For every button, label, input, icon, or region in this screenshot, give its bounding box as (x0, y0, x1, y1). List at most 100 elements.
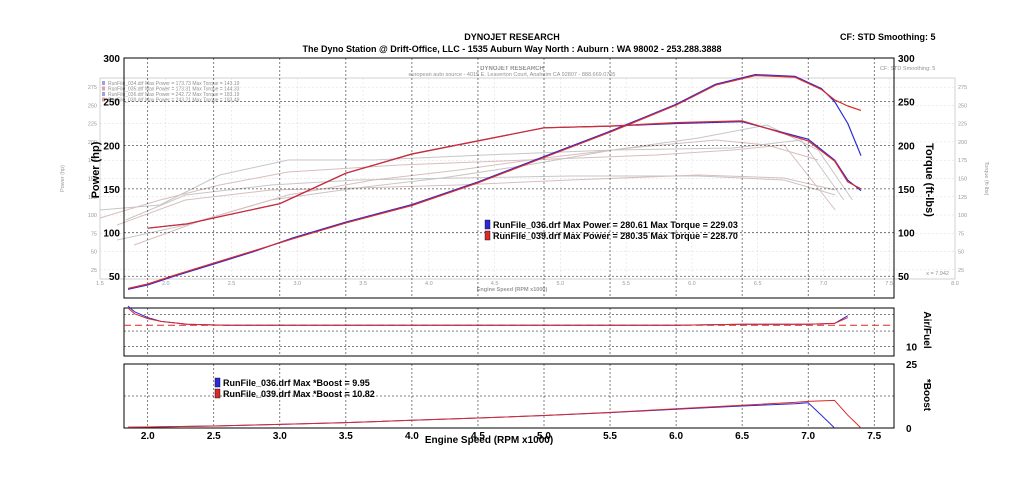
ghost-legend-entry: RunFile_036.drf Max Power = 242.72 Max T… (108, 92, 240, 98)
ghost-torque-axis-label: Torque (ft-lbs) (983, 162, 989, 196)
panel-frame (123, 57, 895, 299)
main-legend-swatch (484, 219, 491, 230)
ghost-settings: CF: STD Smoothing: 5 (880, 66, 935, 72)
ghost-curve (99, 139, 845, 211)
boost-x-tick-label: 7.0 (801, 431, 815, 442)
panel-frame (123, 307, 895, 357)
main-legend-entry: RunFile_039.drf Max Power = 280.35 Max T… (493, 231, 738, 241)
boost-legend-swatch (214, 388, 221, 399)
boost-y-tick-label: 25 (906, 360, 918, 371)
runfile-039-drf-power-line (127, 74, 862, 289)
ghost-x-tick-label: 7.0 (820, 281, 828, 287)
ghost-y-tick-label-right: 175 (958, 158, 967, 164)
runfile-036-drf-boost-line (127, 402, 835, 429)
ghost-legend-swatch (102, 92, 105, 96)
ghost-cursor-readout: x = 7.942 (926, 271, 949, 277)
ghost-x-tick-label: 5.0 (557, 281, 565, 287)
ghost-y-tick-label: 200 (88, 140, 97, 146)
torque-y-tick-label: 100 (898, 229, 915, 240)
chart-marks (124, 74, 894, 429)
boost-x-tick-label: 6.5 (735, 431, 749, 442)
ghost-y-tick-label-right: 125 (958, 195, 967, 201)
ghost-y-tick-label: 175 (88, 158, 97, 164)
boost-legend-entry: RunFile_036.drf Max *Boost = 9.95 (223, 378, 370, 388)
ghost-power-axis-label: Power (hp) (60, 165, 66, 192)
ghost-x-tick-label: 3.5 (359, 281, 367, 287)
ghost-y-tick-label-right: 25 (958, 268, 964, 274)
boost-x-tick-label: 4.5 (471, 431, 485, 442)
ghost-y-tick-label-right: 150 (958, 177, 967, 183)
ghost-legend-swatch (102, 81, 105, 85)
ghost-y-tick-label: 25 (91, 268, 97, 274)
ghost-x-tick-label: 8.0 (951, 281, 959, 287)
ghost-x-tick-label: 7.5 (885, 281, 893, 287)
chart-panels (123, 57, 895, 429)
runfile-036-drf-air-fuel-line (127, 305, 849, 326)
ghost-y-tick-label-right: 100 (958, 213, 967, 219)
runfile-036-drf-power-line (127, 74, 862, 290)
afr-y-tick-label: 10 (906, 342, 918, 353)
power-y-tick-label: 50 (109, 272, 121, 283)
boost-x-tick-label: 7.5 (867, 431, 881, 442)
ghost-y-tick-label: 50 (91, 250, 97, 256)
power-y-tick-label: 300 (103, 54, 120, 65)
runfile-039-drf-boost-line (127, 399, 862, 429)
boost-y-tick-label: 0 (906, 424, 912, 435)
ghost-y-tick-label-right: 250 (958, 103, 967, 109)
ghost-x-tick-label: 3.0 (293, 281, 301, 287)
torque-y-tick-label: 50 (898, 272, 910, 283)
power-y-tick-label: 150 (103, 185, 120, 196)
ghost-curve (99, 144, 836, 219)
boost-x-tick-label: 4.0 (405, 431, 419, 442)
chart-texts: 5010015020025030050100150200250300100252… (90, 54, 935, 446)
power-y-tick-label: 100 (103, 229, 120, 240)
ghost-y-tick-label: 125 (88, 195, 97, 201)
dyno-shop-info: The Dyno Station @ Drift-Office, LLC - 1… (302, 44, 722, 54)
boost-x-tick-label: 5.5 (603, 431, 617, 442)
dyno-company-title: DYNOJET RESEARCH (464, 32, 560, 42)
ghost-shop: european auto source - 4015 E. Leaverton… (408, 72, 615, 78)
torque-axis-label: Torque (ft-lbs) (923, 143, 935, 217)
boost-axis-label: *Boost (921, 379, 932, 412)
boost-x-tick-label: 6.0 (669, 431, 683, 442)
boost-legend-entry: RunFile_039.drf Max *Boost = 10.82 (223, 389, 375, 399)
ghost-y-tick-label: 225 (88, 122, 97, 128)
x-axis-label: Engine Speed (RPM x1000) (425, 435, 553, 446)
boost-x-tick-label: 3.0 (273, 431, 287, 442)
ghost-x-tick-label: 2.0 (162, 281, 170, 287)
boost-x-tick-label: 5.0 (537, 431, 551, 442)
ghost-x-tick-label: 4.0 (425, 281, 433, 287)
ghost-company: DYNOJET RESEARCH (480, 66, 544, 72)
boost-legend-swatch (214, 377, 221, 388)
power-y-tick-label: 200 (103, 141, 120, 152)
boost-x-tick-label: 2.5 (207, 431, 221, 442)
ghost-x-tick-label: 6.5 (754, 281, 762, 287)
power-axis-label: Power (hp) (90, 141, 102, 198)
ghost-x-tick-label: 4.5 (491, 281, 499, 287)
boost-x-tick-label: 2.0 (141, 431, 155, 442)
runfile-036-drf-torque-line (147, 121, 862, 229)
ghost-y-tick-label-right: 225 (958, 122, 967, 128)
ghost-y-tick-label: 150 (88, 177, 97, 183)
torque-y-tick-label: 250 (898, 98, 915, 109)
ghost-legend-swatch (102, 86, 105, 91)
main-legend-entry: RunFile_036.drf Max Power = 280.61 Max T… (493, 220, 738, 230)
ghost-y-tick-label-right: 75 (958, 231, 964, 237)
dyno-settings: CF: STD Smoothing: 5 (840, 32, 936, 42)
runfile-039-drf-torque-line (147, 120, 862, 229)
torque-y-tick-label: 300 (898, 54, 915, 65)
ghost-x-tick-label: 6.0 (688, 281, 696, 287)
ghost-x-tick-label: 1.5 (96, 281, 104, 287)
ghost-legend-entry: RunFile_039.drf Max Power = 243.21 Max T… (108, 98, 240, 104)
ghost-curve (116, 174, 836, 226)
main-legend-swatch (484, 230, 491, 241)
ghost-y-tick-label: 275 (88, 85, 97, 91)
ghost-legend-entry: RunFile_034.drf Max Power = 173.73 Max T… (108, 81, 240, 87)
ghost-y-tick-label: 250 (88, 103, 97, 109)
ghost-legend-entry: RunFile_035.drf Max Power = 173.31 Max T… (108, 87, 240, 93)
ghost-y-tick-label: 75 (91, 231, 97, 237)
boost-x-tick-label: 3.5 (339, 431, 353, 442)
ghost-x-axis-label: Engine Speed (RPM x1000) (477, 287, 548, 293)
